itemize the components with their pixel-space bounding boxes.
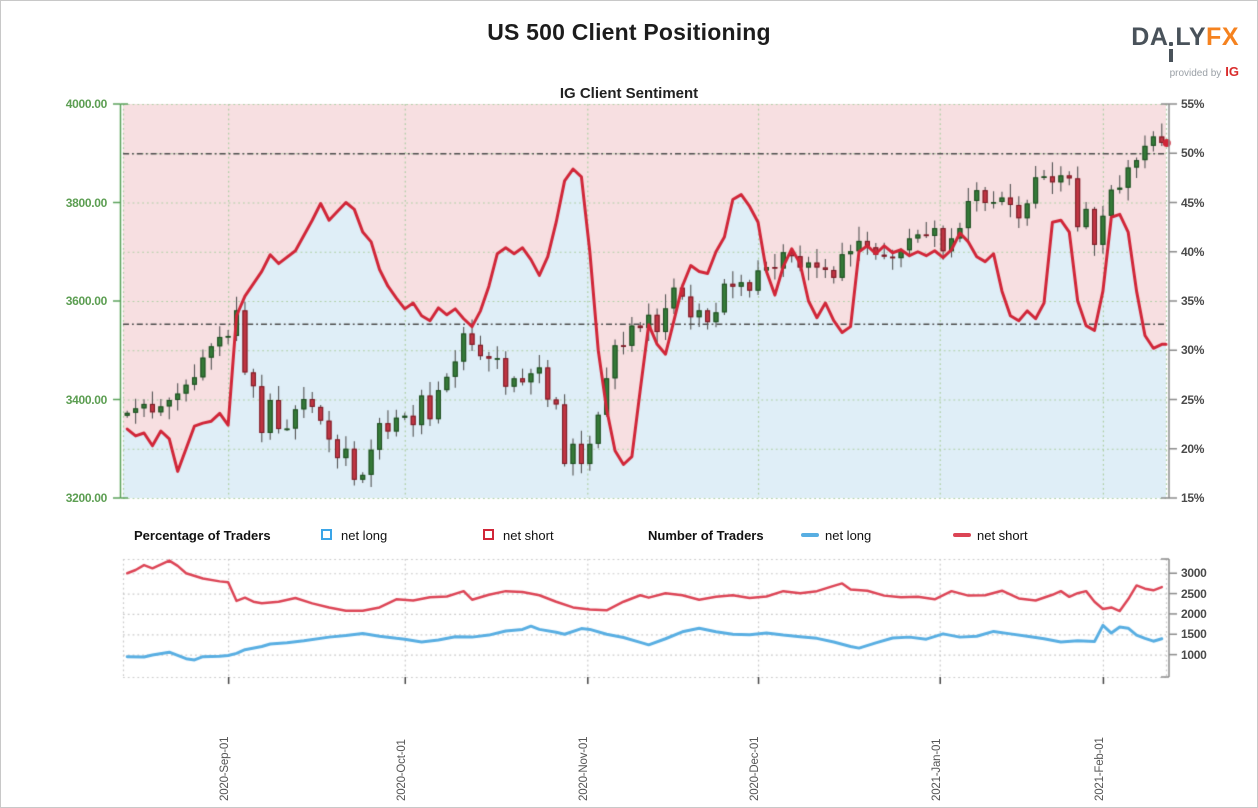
logo-text-da: DA: [1131, 23, 1169, 51]
logo-text-ly: LY: [1175, 23, 1207, 51]
price-tick-label: 3600.00: [65, 294, 108, 308]
provided-by-text: provided by: [1169, 68, 1222, 79]
date-tick-label: 2020-Dec-01: [749, 736, 762, 801]
date-tick-label: 2021-Jan-01: [930, 738, 943, 801]
dailyfx-logo: DA LYFX provided by IG: [1131, 25, 1239, 79]
pct-tick-label: 55%: [1181, 97, 1205, 111]
price-tick-label: 3400.00: [65, 392, 108, 407]
price-tick-label: 4000.00: [65, 97, 108, 111]
pct-net-short-label: net short: [503, 528, 554, 543]
count-tick-label: 1000: [1181, 647, 1207, 662]
pct-tick-label: 50%: [1181, 146, 1205, 161]
date-tick-label: 2020-Sep-01: [219, 736, 232, 801]
pct-tick-label: 40%: [1181, 244, 1205, 259]
count-net-short-label: net short: [977, 528, 1028, 543]
price-tick-label: 3800.00: [65, 195, 108, 210]
count-tick-label: 2000: [1181, 606, 1207, 621]
logo-text-fx: FX: [1206, 23, 1239, 51]
price-tick-label: 3200.00: [65, 491, 108, 505]
legend-number-of-traders-label: Number of Traders: [648, 528, 764, 543]
legend-percentage-of-traders-label: Percentage of Traders: [134, 528, 271, 543]
date-tick-label: 2021-Feb-01: [1093, 737, 1106, 801]
pct-tick-label: 30%: [1181, 343, 1205, 358]
chart-subtitle: IG Client Sentiment: [559, 85, 699, 102]
date-tick-label: 2020-Nov-01: [578, 736, 591, 801]
logo-provided-by: provided by IG: [1131, 65, 1239, 79]
pct-tick-label: 35%: [1181, 294, 1205, 308]
date-tick-label: 2020-Oct-01: [395, 739, 408, 801]
count-net-long-label: net long: [825, 528, 872, 543]
pct-net-long-swatch: [321, 529, 332, 540]
count-net-short-swatch: [953, 533, 971, 537]
pct-tick-label: 20%: [1181, 441, 1205, 456]
count-tick-label: 2500: [1181, 586, 1207, 601]
pct-net-short-swatch: [483, 529, 494, 540]
pct-tick-label: 15%: [1181, 491, 1205, 505]
pct-tick-label: 45%: [1181, 195, 1205, 210]
count-tick-label: 3000: [1181, 566, 1207, 581]
logo-candle-i-icon: [1169, 42, 1174, 62]
count-net-long-swatch: [801, 533, 819, 537]
pct-tick-label: 25%: [1181, 392, 1205, 407]
dailyfx-wordmark: DA LYFX: [1131, 23, 1239, 62]
page-title: US 500 Client Positioning: [487, 19, 771, 45]
ig-logo-text: IG: [1225, 64, 1239, 79]
chart-legend: Percentage of Traders net long net short…: [1, 519, 1257, 553]
pct-net-long-label: net long: [341, 528, 388, 543]
count-tick-label: 1500: [1181, 627, 1207, 642]
